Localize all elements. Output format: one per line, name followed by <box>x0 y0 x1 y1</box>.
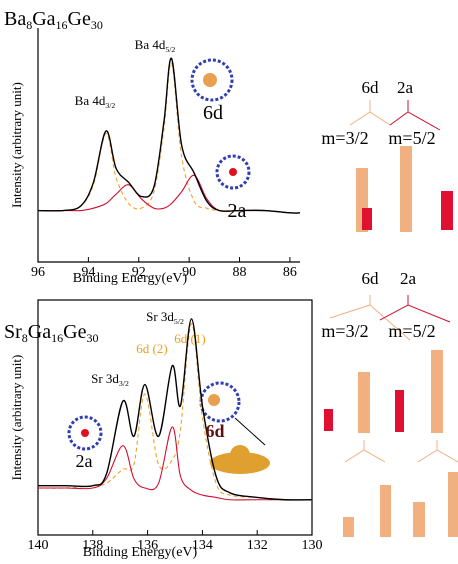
figure: Ba8Ga16Ge30969492908886Binding Energy(eV… <box>0 0 458 564</box>
annotation: Sr 3d3/2 <box>91 371 129 388</box>
bar <box>448 472 458 537</box>
annotation: Ba 4d5/2 <box>135 37 176 54</box>
annotation: Sr 3d5/2 <box>146 309 184 326</box>
annotation: 6d <box>203 102 223 124</box>
m-label: m=5/2 <box>388 321 435 341</box>
subscript: 3/2 <box>105 101 115 110</box>
y-axis-label: Intensity (arbitrary unit) <box>9 82 24 208</box>
spectrum-line <box>38 323 312 499</box>
x-tick-label: 88 <box>233 265 247 280</box>
text: 2a <box>228 200 247 222</box>
site-label: 2a <box>397 78 414 97</box>
text: Sr 3d <box>146 309 174 324</box>
bar <box>441 191 453 230</box>
bar <box>343 517 354 537</box>
site-label: 6d <box>362 78 380 97</box>
bar <box>431 350 443 433</box>
bar <box>358 372 370 433</box>
splitting-diagram <box>324 100 458 537</box>
atom <box>229 168 237 176</box>
text: Ba 4d <box>75 93 106 108</box>
cluster-6d <box>201 383 239 421</box>
label: Sr8Ga16Ge30 <box>4 321 98 345</box>
orbital <box>230 445 250 465</box>
spectrum-line <box>38 63 300 213</box>
fork <box>350 100 390 125</box>
spectrum-line <box>38 58 300 213</box>
x-tick-label: 140 <box>28 538 49 553</box>
text: 6d <box>205 421 224 441</box>
text: Ga <box>32 8 55 30</box>
x-axis-label: Binding Energy(eV) <box>83 545 198 560</box>
label: Ba8Ga16Ge30 <box>4 8 103 32</box>
fork <box>345 440 458 462</box>
atom <box>81 429 89 437</box>
x-tick-label: 130 <box>302 538 323 553</box>
bar <box>413 502 425 537</box>
x-tick-label: 86 <box>283 265 297 280</box>
text: Ba <box>4 8 26 30</box>
atom <box>208 394 220 406</box>
x-axis-label: Binding Energy(eV) <box>73 271 188 286</box>
text: 6d (2) <box>136 341 167 356</box>
subscript: 5/2 <box>165 45 175 54</box>
site-label: 2a <box>400 269 417 288</box>
text: Ga <box>28 321 51 343</box>
x-tick-label: 132 <box>247 538 268 553</box>
annotation: 6d (2) <box>136 341 167 356</box>
text: 6d <box>203 102 223 124</box>
bar <box>400 146 412 232</box>
bar <box>395 390 404 432</box>
annotation: Ba 4d3/2 <box>75 93 116 110</box>
text: Ba 4d <box>135 37 166 52</box>
text: Ge <box>68 8 91 30</box>
text: Ge <box>63 321 86 343</box>
annotation: 6d (1) <box>174 331 205 346</box>
subscript: 30 <box>86 331 98 345</box>
annotation: 2a <box>228 200 247 222</box>
m-label: m=3/2 <box>321 321 368 341</box>
annotation: 6d <box>205 421 224 441</box>
text: Sr 3d <box>91 371 119 386</box>
subscript: 3/2 <box>119 379 129 388</box>
subscript: 16 <box>56 18 68 32</box>
text: 2a <box>76 451 93 471</box>
bar <box>362 208 372 230</box>
bar <box>324 409 333 431</box>
x-tick-label: 96 <box>31 265 45 280</box>
y-axis-label: Intensity (arbitrary unit) <box>9 355 24 481</box>
fork <box>390 100 440 130</box>
site-label: 6d <box>362 269 380 288</box>
annotation: 2a <box>76 451 93 471</box>
m-label: m=5/2 <box>388 128 435 148</box>
text: 6d (1) <box>174 331 205 346</box>
subscript: 30 <box>91 18 103 32</box>
bar <box>380 485 391 537</box>
fork <box>380 295 450 322</box>
atom <box>203 73 217 87</box>
text: Sr <box>4 321 22 343</box>
subscript: 5/2 <box>174 317 184 326</box>
m-label: m=3/2 <box>321 128 368 148</box>
pointer <box>235 418 265 445</box>
subscript: 16 <box>51 331 63 345</box>
